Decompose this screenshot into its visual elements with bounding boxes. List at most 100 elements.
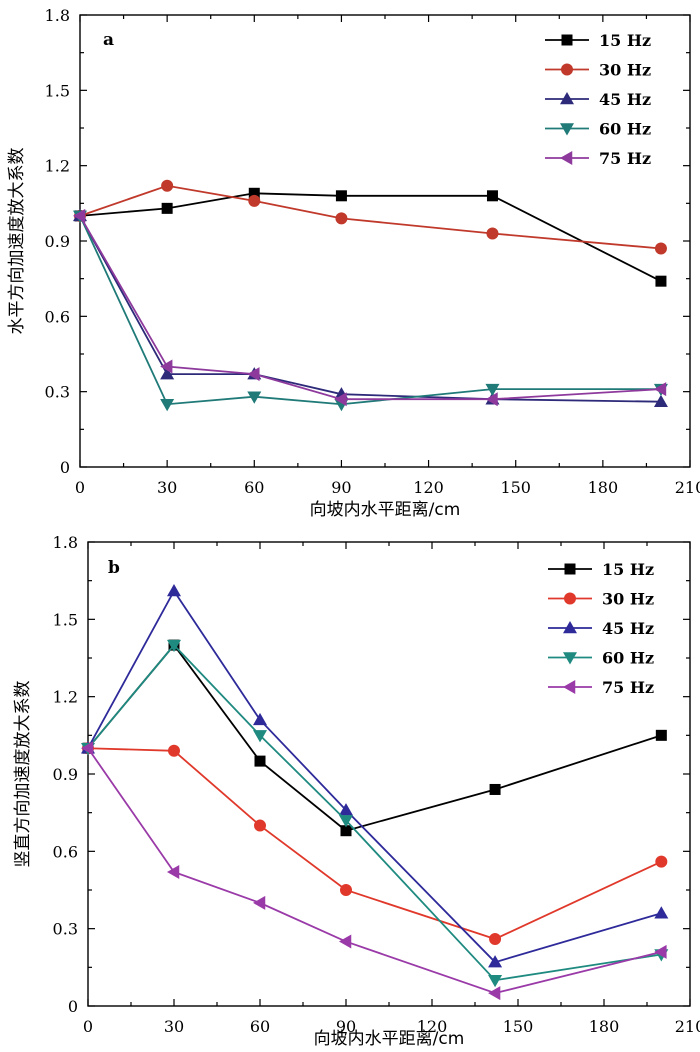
- x-tick-label: 60: [244, 478, 264, 497]
- x-tick-label: 0: [83, 1017, 93, 1036]
- data-point: [655, 855, 668, 868]
- x-tick-label: 60: [250, 1017, 270, 1036]
- series-line: [79, 215, 662, 401]
- data-point: [253, 730, 267, 743]
- legend-marker: [561, 34, 573, 46]
- legend-marker: [563, 652, 577, 665]
- legend-entry: 75 Hz: [602, 678, 654, 697]
- series-line: [79, 215, 661, 403]
- legend-marker: [560, 151, 573, 165]
- legend-entry: 75 Hz: [599, 149, 651, 168]
- data-point: [334, 392, 347, 407]
- data-point: [654, 944, 667, 959]
- series-line: [87, 747, 662, 940]
- data-point: [653, 394, 668, 407]
- data-point: [486, 190, 498, 202]
- series-line: [87, 589, 662, 964]
- series-line: [79, 215, 661, 406]
- y-tick-label: 0.9: [45, 232, 70, 251]
- y-tick-label: 1.5: [53, 610, 78, 629]
- y-tick-label: 1.2: [53, 688, 78, 707]
- series-line: [79, 192, 662, 282]
- panel-label: a: [103, 30, 114, 50]
- x-tick-label: 150: [503, 1017, 534, 1036]
- data-point: [247, 391, 262, 404]
- legend-entry: 60 Hz: [599, 120, 651, 139]
- data-point: [160, 359, 173, 374]
- data-point: [485, 383, 500, 397]
- legend-entry: 30 Hz: [599, 61, 651, 80]
- data-point: [339, 934, 352, 949]
- data-point: [654, 906, 669, 919]
- legend-entry: 15 Hz: [599, 31, 651, 50]
- legend-marker: [563, 621, 577, 634]
- series-line: [87, 643, 662, 832]
- data-point: [81, 741, 94, 756]
- y-tick-label: 0.3: [53, 920, 78, 939]
- x-tick-label: 180: [589, 1017, 620, 1036]
- data-point: [655, 729, 667, 741]
- y-tick-label: 1.8: [45, 6, 70, 25]
- legend-marker: [560, 123, 574, 136]
- data-point: [161, 179, 174, 192]
- data-point: [253, 895, 266, 910]
- data-point: [340, 884, 352, 896]
- data-point: [488, 974, 503, 988]
- x-tick-label: 90: [336, 1017, 356, 1036]
- data-point: [335, 190, 347, 202]
- y-tick-label: 0.3: [45, 383, 70, 402]
- y-tick-label: 0.6: [53, 842, 78, 861]
- y-axis-title: 竖直方向加速度放大系数: [13, 681, 33, 868]
- x-tick-label: 90: [331, 478, 351, 497]
- y-tick-label: 0: [68, 997, 78, 1016]
- panel-label: b: [108, 558, 120, 578]
- x-tick-label: 0: [75, 478, 85, 497]
- data-point: [248, 187, 260, 199]
- data-point: [486, 227, 499, 240]
- x-tick-label: 150: [500, 478, 531, 497]
- data-point: [167, 583, 181, 597]
- x-tick-label: 180: [588, 478, 619, 497]
- data-point: [160, 367, 175, 380]
- legend-entry: 15 Hz: [602, 560, 654, 579]
- x-tick-label: 30: [164, 1017, 184, 1036]
- data-point: [339, 803, 353, 816]
- panel-a: 0 30 60 90 120 150 180 210 0 0.3 0.6 0.9 1.2 1.5 1.8 向坡…: [7, 6, 700, 520]
- data-point: [340, 825, 352, 837]
- data-point: [488, 986, 501, 1001]
- data-point: [339, 815, 353, 828]
- y-tick-label: 0.6: [45, 307, 70, 326]
- legend-entry: 45 Hz: [602, 619, 654, 638]
- data-point: [247, 367, 260, 382]
- x-axis-title: 向坡内水平距离/cm: [314, 1029, 465, 1049]
- legend-marker: [561, 63, 573, 76]
- x-tick-label: 120: [413, 478, 444, 497]
- legend-entry: 60 Hz: [602, 649, 654, 668]
- y-tick-label: 0: [60, 458, 70, 477]
- data-point: [73, 208, 86, 223]
- plot-frame: [87, 541, 691, 1007]
- data-point: [488, 955, 503, 968]
- panel-b: 0 30 60 90 120 150 180 210 0 0.3 0.6 0.9 1.2 1.5 1.8 向坡…: [13, 533, 700, 1049]
- legend-marker: [564, 563, 576, 575]
- y-tick-label: 1.5: [45, 81, 70, 100]
- legend-marker: [560, 92, 574, 105]
- legend-marker: [564, 592, 576, 605]
- data-point: [485, 392, 498, 407]
- y-tick-label: 1.8: [53, 533, 78, 552]
- x-tick-label: 30: [157, 478, 177, 497]
- y-tick-label: 1.2: [45, 157, 70, 176]
- x-tick-label: 210: [675, 1017, 700, 1036]
- x-axis-title: 向坡内水平距离/cm: [310, 500, 461, 520]
- legend-marker: [563, 680, 576, 694]
- data-point: [489, 783, 501, 795]
- data-point: [655, 275, 667, 287]
- data-point: [248, 194, 261, 207]
- data-point: [335, 212, 348, 225]
- series-line: [79, 184, 662, 250]
- series-line: [87, 643, 662, 982]
- legend-entry: 45 Hz: [599, 90, 651, 109]
- data-point: [254, 755, 266, 767]
- y-tick-label: 0.9: [53, 765, 78, 784]
- x-tick-label: 210: [675, 478, 700, 497]
